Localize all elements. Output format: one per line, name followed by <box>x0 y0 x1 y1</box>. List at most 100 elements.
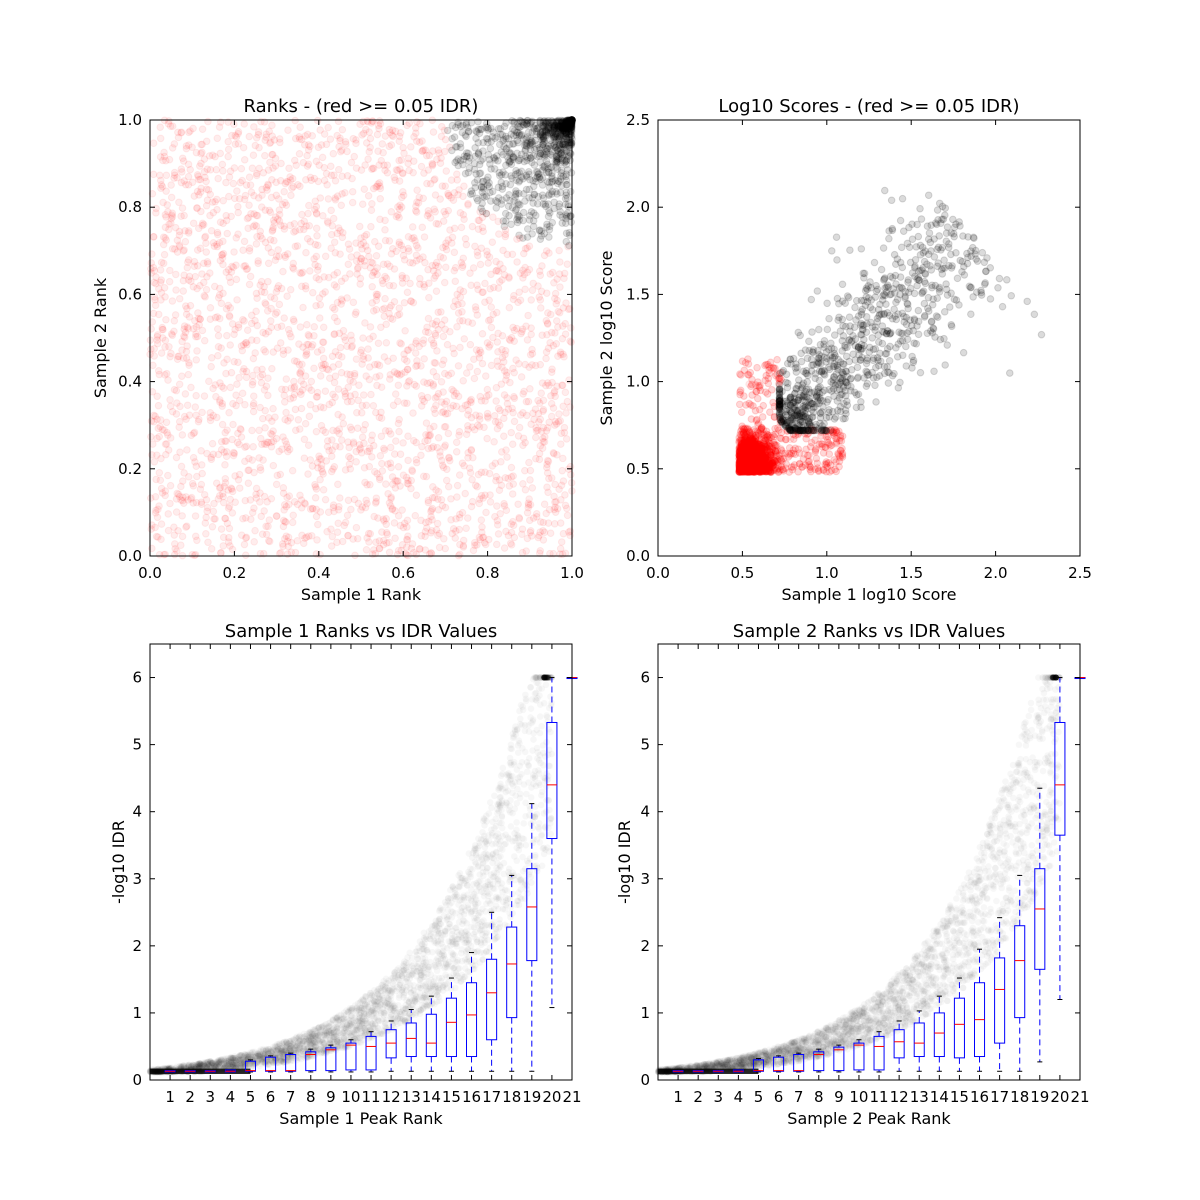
ranks-point-red <box>219 260 227 269</box>
ranks-point-red <box>312 301 320 310</box>
ranks-point-red <box>334 480 342 489</box>
ranks-point-red <box>395 310 404 319</box>
ranks-point-red <box>527 420 535 429</box>
ranks-point-red <box>389 401 398 410</box>
ranks-point-red <box>209 450 218 459</box>
ranks-point-red <box>323 181 331 189</box>
ranks-point-red <box>391 534 399 543</box>
ranks-point-red <box>431 359 440 367</box>
ranks-point-red <box>431 394 440 402</box>
ranks-point-red <box>198 125 207 133</box>
ranks-point-red <box>175 227 184 236</box>
ranks-point-red <box>501 346 510 355</box>
ranks-point-red <box>456 316 464 325</box>
ranks-point-red <box>428 493 437 502</box>
ranks-point-red <box>437 132 446 141</box>
ranks-point-red <box>477 491 486 500</box>
ranks-point-red <box>252 240 261 248</box>
ranks-point-red <box>393 369 401 378</box>
ranks-point-red <box>534 282 542 290</box>
ranks-point-red <box>216 149 225 158</box>
ranks-point-red <box>507 528 516 537</box>
ranks-point-red <box>381 294 389 303</box>
ranks-point-red <box>543 456 552 465</box>
ranks-point-red <box>470 538 479 547</box>
ranks-point-red <box>316 372 325 380</box>
ranks-point-red <box>348 198 357 207</box>
ranks-point-red <box>319 338 327 346</box>
ranks-point-red <box>272 480 281 489</box>
ranks-point-red <box>381 226 389 234</box>
ranks-point-red <box>483 339 492 347</box>
ranks-point-black <box>532 124 541 133</box>
ranks-point-red <box>386 443 395 452</box>
ranks-point-red <box>387 301 395 310</box>
ranks-point-red <box>374 339 383 348</box>
ranks-point-red <box>244 479 253 487</box>
ranks-point-red <box>207 545 216 553</box>
ranks-point-red <box>418 223 427 232</box>
ranks-point-black <box>484 124 493 133</box>
ranks-point-red <box>348 187 357 196</box>
ranks-point-red <box>232 401 240 410</box>
ranks-point-red <box>425 293 433 302</box>
ranks-point-red <box>556 544 565 553</box>
ranks-point-red <box>197 207 205 216</box>
ranks-point-red <box>373 130 382 139</box>
ranks-point-red <box>495 476 504 484</box>
ranks-point-red <box>185 313 194 321</box>
ranks-point-red <box>250 123 258 131</box>
ranks-point-red <box>185 411 194 419</box>
ranks-point-red <box>254 130 263 139</box>
ranks-point-red <box>319 426 327 435</box>
ranks-point-red <box>303 234 312 243</box>
ranks-point-red <box>489 333 497 342</box>
ranks-point-red <box>236 178 245 187</box>
ranks-point-red <box>392 437 400 445</box>
ranks-point-red <box>312 157 321 166</box>
ranks-point-red <box>206 304 215 312</box>
ranks-point-red <box>538 262 546 270</box>
ranks-point-red <box>150 278 158 287</box>
ranks-point-red <box>362 545 371 554</box>
ranks-point-red <box>567 324 575 332</box>
ranks-point-red <box>338 125 347 134</box>
ranks-point-black <box>494 183 503 192</box>
ranks-point-red <box>328 436 336 444</box>
ranks-point-red <box>403 365 412 374</box>
ranks-point-red <box>228 485 236 493</box>
ranks-point-red <box>166 499 174 508</box>
ranks-point-red <box>283 443 292 452</box>
ranks-point-red <box>149 309 158 318</box>
ranks-point-red <box>187 495 195 503</box>
ranks-point-red <box>313 348 322 356</box>
ranks-point-red <box>192 356 201 364</box>
ranks-point-red <box>320 130 329 138</box>
ranks-point-red <box>364 354 372 362</box>
ranks-point-red <box>404 378 413 386</box>
ranks-point-red <box>331 194 340 202</box>
ranks-point-red <box>149 440 157 448</box>
ranks-point-red <box>482 508 490 517</box>
ranks-point-black <box>464 168 473 177</box>
ranks-point-red <box>156 266 165 274</box>
ranks-point-red <box>168 407 177 416</box>
ranks-point-red <box>278 385 286 394</box>
ranks-point-red <box>323 365 331 373</box>
ranks-point-red <box>551 289 560 298</box>
ranks-point-red <box>555 410 563 418</box>
ranks-point-red <box>228 509 237 517</box>
ranks-point-red <box>225 312 234 321</box>
ranks-point-red <box>162 171 171 180</box>
ranks-point-red <box>492 397 500 405</box>
ranks-point-red <box>455 431 463 440</box>
ranks-point-red <box>472 411 480 420</box>
ranks-point-red <box>403 382 411 390</box>
ranks-point-red <box>325 400 334 409</box>
ranks-point-red <box>182 354 191 363</box>
ranks-point-red <box>367 222 375 231</box>
ranks-point-red <box>394 512 403 520</box>
ranks-point-red <box>290 390 299 399</box>
ranks-point-red <box>372 251 381 260</box>
ranks-point-red <box>281 253 290 262</box>
